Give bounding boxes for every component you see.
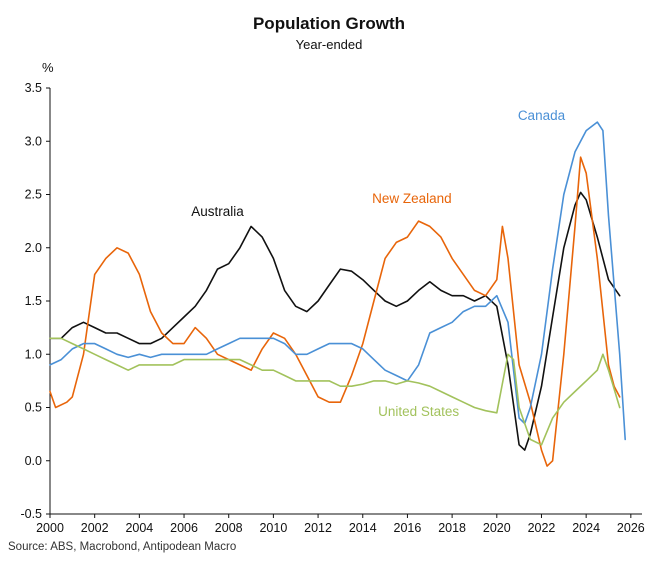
x-tick-label: 2012 (304, 521, 332, 535)
chart-title: Population Growth (252, 14, 406, 33)
x-tick-label: 2006 (170, 521, 198, 535)
x-tick-label: 2004 (125, 521, 153, 535)
series-label-united-states: United States (378, 404, 459, 419)
y-tick-label: 2.0 (25, 241, 42, 255)
x-tick-label: 2020 (483, 521, 511, 535)
x-tick-label: 2010 (259, 521, 287, 535)
series-line-united-states (49, 337, 621, 446)
x-tick-label: 2016 (394, 521, 422, 535)
series-label-canada: Canada (518, 108, 566, 123)
y-tick-label: 0.5 (25, 401, 42, 415)
x-tick-label: 2002 (81, 521, 109, 535)
x-tick-label: 2024 (572, 521, 600, 535)
x-tick-label: 2000 (36, 521, 64, 535)
y-tick-label: 2.5 (25, 188, 42, 202)
y-tick-label: 0.0 (25, 454, 42, 468)
y-tick-label: 1.0 (25, 347, 42, 361)
y-tick-label: 3.5 (25, 81, 42, 95)
y-axis-unit-label: % (42, 60, 54, 75)
y-tick-label: -0.5 (20, 507, 42, 521)
x-axis-ticks: 2000 2002 2004 2006 2008 2010 2012 2014 2016 2018… (36, 514, 645, 535)
series-lines (49, 121, 627, 467)
source-note: Source: ABS, Macrobond, Antipodean Macro (8, 541, 237, 553)
x-tick-label: 2008 (215, 521, 243, 535)
chart-subtitle: Year-ended (295, 37, 363, 52)
series-label-australia: Australia (191, 204, 244, 219)
series-line-new-zealand (49, 156, 621, 467)
series-labels: Australia New Zealand Canada United States (191, 108, 565, 419)
y-tick-label: 3.0 (25, 134, 42, 148)
x-tick-label: 2018 (438, 521, 466, 535)
series-line-canada (49, 121, 627, 441)
series-line-australia (49, 191, 621, 451)
y-tick-label: 1.5 (25, 294, 42, 308)
x-tick-label: 2014 (349, 521, 377, 535)
x-tick-label: 2026 (617, 521, 645, 535)
y-axis-ticks: -0.5 0.0 0.5 1.0 1.5 2.0 2.5 3.0 3.5 (20, 81, 50, 521)
series-label-new-zealand: New Zealand (372, 191, 452, 206)
x-tick-label: 2022 (528, 521, 556, 535)
